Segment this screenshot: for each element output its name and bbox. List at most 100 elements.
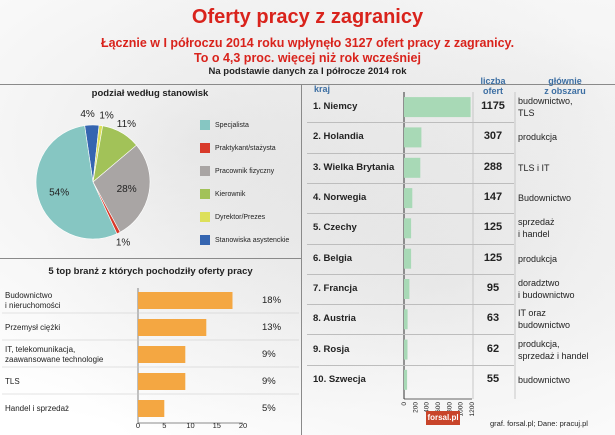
- country-bar: [404, 279, 410, 299]
- country-main-area: TLS i IT: [518, 162, 550, 173]
- pie-label-4: 1%: [99, 111, 114, 122]
- country-bar: [404, 309, 408, 330]
- page-title: Oferty pracy z zagranicy: [191, 6, 424, 28]
- country-name: 9. Rosja: [313, 343, 350, 355]
- subtitle-line-1: Łącznie w I półroczu 2014 roku wpłynęło …: [100, 36, 515, 50]
- legend-swatch: [200, 212, 210, 222]
- legend-swatch: [200, 235, 210, 245]
- country-bar: [404, 248, 412, 269]
- industry-label: TLS: [5, 377, 20, 386]
- legend-item: Stanowiska asystenckie: [200, 233, 302, 247]
- industry-x-tick: 0: [135, 421, 141, 430]
- left-section-divider: [0, 258, 301, 259]
- country-bar: [404, 157, 421, 178]
- country-count: 307: [483, 130, 503, 143]
- industry-label: Handel i sprzedaż: [5, 404, 70, 413]
- country-name: 2. Holandia: [313, 131, 364, 143]
- country-x-tick: 400: [424, 402, 431, 413]
- col-head-area: głównie z obszaru: [544, 76, 586, 96]
- pie-label-1: 1%: [116, 238, 131, 249]
- country-count: 55: [486, 372, 500, 385]
- row-separator: [307, 122, 514, 124]
- country-main-area: IT oraz budownictwo: [518, 308, 571, 331]
- country-bar: [404, 188, 413, 209]
- industry-percent: 18%: [262, 295, 282, 306]
- pie-label-3: 11%: [117, 119, 136, 130]
- legend-item: Specjalista: [200, 118, 302, 132]
- country-bar: [404, 339, 408, 360]
- row-separator: [307, 243, 514, 245]
- row-separator: [307, 334, 514, 336]
- legend-label: Dyrektor/Prezes: [215, 213, 266, 221]
- country-main-area: produkcja, sprzedaż i handel: [518, 338, 589, 361]
- country-bar: [404, 218, 412, 239]
- country-main-area: produkcja: [518, 253, 558, 264]
- country-name: 10. Szwecja: [313, 373, 366, 385]
- pie-slice-0: [35, 125, 118, 240]
- country-main-area: sprzedaż i handel: [518, 217, 555, 240]
- legend-label: Kierownik: [215, 190, 246, 198]
- row-separator: [307, 273, 514, 275]
- country-bar-chart: 0 200 400 600 800 1000 1200: [401, 92, 516, 417]
- industry-chart-title: 5 top branż z których pochodziły oferty …: [48, 266, 253, 277]
- country-bar: [404, 369, 408, 390]
- subtitle-line-2: To o 4,3 proc. więcej niż rok wcześniej: [194, 51, 421, 65]
- country-name: 6. Belgia: [313, 252, 353, 264]
- industry-percent: 9%: [262, 349, 276, 360]
- country-count: 1175: [481, 100, 505, 113]
- column-divider: [301, 84, 302, 435]
- industry-x-tick: 15: [212, 421, 221, 430]
- pie-label-2: 28%: [117, 184, 137, 195]
- country-bar: [404, 97, 471, 118]
- credits: graf. forsal.pl; Dane: pracuj.pl: [490, 419, 588, 428]
- country-main-area: budownictwo: [518, 374, 571, 385]
- country-name: 3. Wielka Brytania: [313, 161, 395, 173]
- country-count: 288: [483, 160, 503, 173]
- country-count: 62: [486, 342, 500, 355]
- row-separator: [307, 213, 514, 215]
- country-count: 125: [483, 251, 503, 264]
- legend-item: Kierownik: [200, 187, 302, 201]
- industry-x-tick: 5: [162, 421, 167, 430]
- industry-label: Budownictwo i nieruchomości: [5, 291, 61, 310]
- col-head-country: kraj: [313, 84, 330, 94]
- legend-item: Praktykant/stażysta: [200, 141, 302, 155]
- country-bar: [404, 127, 422, 148]
- pie-chart: 4% 1%11%28%1%54%: [35, 109, 151, 249]
- industry-bar: [138, 400, 165, 417]
- pie-label-0: 54%: [49, 188, 69, 199]
- industry-label: IT, telekomunikacja, zaawansowane techno…: [5, 345, 104, 364]
- row-separator: [307, 182, 514, 184]
- country-x-tick: 1000: [458, 402, 465, 417]
- country-count: 147: [483, 191, 503, 204]
- country-main-area: budownictwo, TLS: [518, 96, 573, 119]
- row-separator: [307, 364, 514, 366]
- data-note: Na podstawie danych za I półrocze 2014 r…: [208, 66, 407, 77]
- country-x-tick: 200: [412, 402, 419, 413]
- industry-x-tick: 10: [186, 421, 195, 430]
- header-divider: [0, 84, 615, 85]
- country-name: 4. Norwegia: [313, 192, 367, 204]
- country-x-tick: 800: [446, 402, 453, 413]
- industry-bar: [138, 292, 233, 309]
- country-count: 125: [483, 221, 503, 234]
- industry-percent: 5%: [262, 403, 276, 414]
- industry-percent: 9%: [262, 376, 276, 387]
- pie-legend: Specjalista Praktykant/stażysta Pracownik …: [200, 118, 302, 256]
- industry-percent: 13%: [262, 322, 282, 333]
- legend-swatch: [200, 143, 210, 153]
- country-count: 95: [486, 282, 500, 294]
- pie-title: podział według stanowisk: [91, 88, 209, 99]
- country-name: 1. Niemcy: [313, 101, 358, 113]
- legend-swatch: [200, 166, 210, 176]
- legend-item: Dyrektor/Prezes: [200, 210, 302, 224]
- country-main-area: produkcja: [518, 132, 558, 143]
- row-separator: [307, 304, 514, 306]
- country-x-tick: 1200: [469, 402, 476, 417]
- country-main-area: Budownictwo: [518, 193, 572, 204]
- country-x-tick: 0: [401, 402, 408, 406]
- col-head-count: liczba ofert: [480, 76, 506, 96]
- legend-swatch: [200, 120, 210, 130]
- industry-bar: [138, 346, 186, 363]
- industry-bar: [138, 373, 186, 390]
